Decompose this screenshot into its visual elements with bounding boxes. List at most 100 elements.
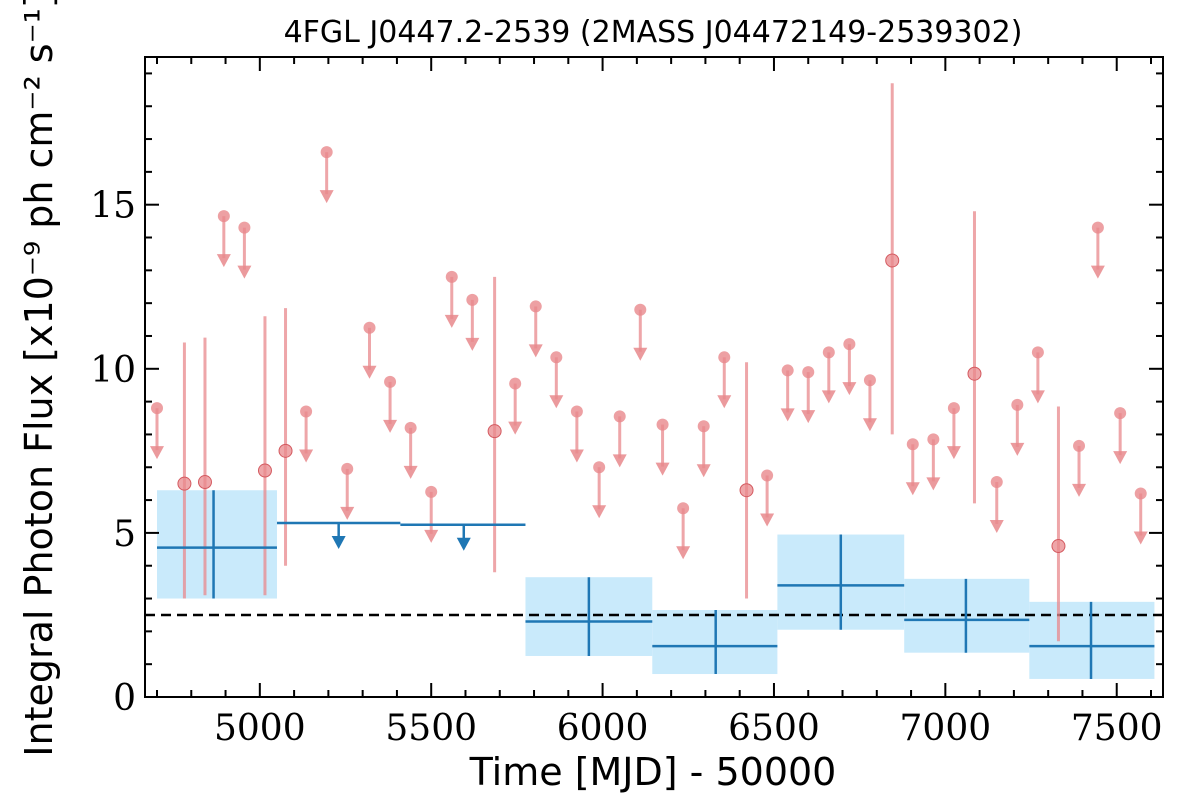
short-bin-upper-limit-point	[761, 469, 774, 482]
short-bin-upper-limit-point	[150, 402, 163, 415]
y-tick-label: 5	[113, 514, 136, 555]
short-bin-point	[197, 475, 212, 490]
short-bin-upper-limit-arrow	[717, 395, 732, 409]
short-bin-upper-limit-point	[466, 293, 479, 306]
short-bin-upper-limit-arrow	[237, 265, 252, 279]
short-bin-upper-limit-point	[1091, 221, 1104, 234]
short-bin-upper-limit-arrow	[465, 337, 480, 351]
short-bin-upper-limit-point	[425, 485, 438, 498]
axes-border	[144, 56, 1164, 698]
short-bin-upper-limit-arrow	[1133, 531, 1148, 545]
short-bin-upper-limit-point	[802, 366, 815, 379]
short-bin-upper-limit-arrow	[655, 462, 670, 476]
x-tick-label: 5500	[385, 708, 477, 749]
short-bin-upper-limit-arrow	[299, 449, 314, 463]
short-bin-upper-limit-arrow	[926, 477, 941, 491]
long-bin-upper-limit-arrow	[456, 537, 471, 551]
plot-area	[145, 83, 1163, 679]
short-bin-point	[177, 476, 192, 491]
short-bin-upper-limit-point	[300, 405, 313, 418]
short-bin-upper-limit-point	[384, 375, 397, 388]
short-bin-upper-limit-arrow	[362, 365, 377, 379]
long-bin-upper-limit-arrow	[331, 536, 346, 550]
x-tick-label: 6500	[728, 708, 820, 749]
x-tick-label: 6000	[557, 708, 649, 749]
short-bin-upper-limit-point	[843, 338, 856, 351]
y-axis-label: Integral Photon Flux [x10⁻⁹ ph cm⁻² s⁻¹]	[17, 0, 61, 757]
short-bin-upper-limit-point	[404, 421, 417, 434]
short-bin-upper-limit-arrow	[989, 520, 1004, 534]
short-bin-upper-limit-arrow	[340, 506, 355, 520]
short-bin-upper-limit-arrow	[592, 505, 607, 519]
short-bin-upper-limit-arrow	[1030, 390, 1045, 404]
y-tick-label: 10	[90, 350, 136, 391]
short-bin-upper-limit-arrow	[424, 529, 439, 543]
short-bin-upper-limit-arrow	[760, 513, 775, 527]
short-bin-point	[739, 483, 754, 498]
short-bin-upper-limit-point	[863, 374, 876, 387]
short-bin-upper-limit-arrow	[780, 408, 795, 422]
y-tick-label: 0	[113, 678, 136, 719]
short-bin-upper-limit-arrow	[444, 314, 459, 328]
short-bin-upper-limit-point	[634, 303, 647, 316]
tick-labels: 5000 5500 6000 6500 7000 7500 0 5 10 15	[90, 186, 1162, 749]
short-bin-upper-limit-point	[1134, 487, 1147, 500]
short-bin-upper-limit-point	[677, 502, 690, 515]
short-bin-upper-limit-arrow	[569, 449, 584, 463]
short-bin-upper-limit-point	[445, 270, 458, 283]
short-bin-point	[885, 253, 900, 268]
short-bin-upper-limit-point	[781, 364, 794, 377]
short-bin-upper-limit-point	[906, 438, 919, 451]
short-bin-upper-limit-point	[363, 321, 376, 334]
x-axis-label: Time [MJD] - 50000	[469, 750, 837, 794]
short-bin-upper-limit-point	[947, 402, 960, 415]
short-bin-upper-limit-point	[1073, 439, 1086, 452]
y-tick-label: 15	[90, 186, 136, 227]
short-bin-upper-limit-arrow	[842, 382, 857, 396]
short-bin-upper-limit-arrow	[528, 344, 543, 358]
short-bin-upper-limit-arrow	[508, 421, 523, 435]
short-bin-upper-limit-arrow	[149, 446, 164, 460]
short-bin-upper-limit-point	[718, 351, 731, 364]
short-bin-upper-limit-point	[697, 420, 710, 433]
short-bin-upper-limit-arrow	[696, 464, 711, 478]
chart-title: 4FGL J0447.2-2539 (2MASS J04472149-25393…	[284, 15, 1023, 50]
long-bin-band	[156, 490, 277, 599]
short-bin-upper-limit-arrow	[383, 419, 398, 433]
short-bin-upper-limit-arrow	[1072, 483, 1087, 497]
short-bin-upper-limit-point	[550, 351, 563, 364]
short-bin-point	[1051, 539, 1066, 554]
short-bin-upper-limit-arrow	[801, 410, 816, 424]
short-bin-upper-limit-point	[1114, 407, 1127, 420]
short-bin-point	[487, 424, 502, 439]
short-bin-upper-limit-point	[341, 462, 354, 475]
short-bin-upper-limit-arrow	[319, 190, 334, 204]
short-bin-upper-limit-arrow	[216, 254, 231, 268]
short-bin-point	[257, 463, 272, 478]
short-bin-upper-limit-point	[509, 377, 522, 390]
short-bin-upper-limit-point	[990, 476, 1003, 489]
axes-frame	[144, 56, 1164, 698]
short-bin-upper-limit-point	[1011, 398, 1024, 411]
short-bin-upper-limit-point	[613, 410, 626, 423]
short-bin-upper-limit-arrow	[633, 347, 648, 361]
short-bin-upper-limit-arrow	[1090, 265, 1105, 279]
short-bin-upper-limit-point	[570, 405, 583, 418]
short-bin-upper-limit-arrow	[403, 465, 418, 479]
short-bin-upper-limit-point	[927, 433, 940, 446]
short-bin-upper-limit-point	[822, 346, 835, 359]
short-bin-upper-limit-arrow	[1113, 451, 1128, 465]
short-bin-upper-limit-arrow	[862, 418, 877, 432]
short-bin-upper-limit-arrow	[821, 390, 836, 404]
short-bin-upper-limit-point	[593, 461, 606, 474]
short-bin-point	[278, 443, 293, 458]
short-bin-point	[967, 366, 982, 381]
short-bin-upper-limit-point	[1031, 346, 1044, 359]
short-bin-upper-limit-point	[656, 418, 669, 431]
x-tick-label: 7500	[1071, 708, 1163, 749]
short-bin-upper-limit-arrow	[946, 446, 961, 460]
short-bin-upper-limit-arrow	[676, 546, 691, 560]
x-tick-label: 7000	[900, 708, 992, 749]
short-bin-upper-limit-point	[529, 300, 542, 313]
